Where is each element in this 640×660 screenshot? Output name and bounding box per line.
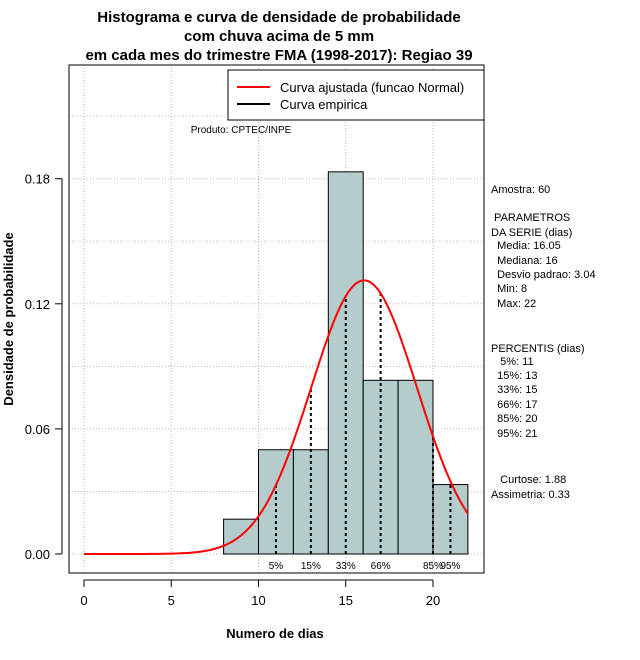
- x-tick-label: 0: [80, 593, 87, 608]
- histogram-bar: [258, 449, 294, 555]
- chart-title: Histograma e curva de densidade de proba…: [85, 9, 472, 64]
- stat-line: Media: 16.05: [491, 240, 561, 252]
- histogram-bar: [432, 484, 469, 555]
- stat-line: PERCENTIS (dias): [491, 343, 585, 355]
- x-axis: 0 5 10 15 20: [80, 579, 440, 608]
- legend-label: Curva ajustada (funcao Normal): [280, 80, 464, 95]
- histogram-bar: [327, 171, 364, 555]
- histogram-bars: [223, 171, 469, 555]
- x-tick-label: 5: [168, 593, 175, 608]
- percentile-lines: 5% 15% 33% 66% 85%95%: [269, 293, 461, 572]
- percentile-label: 33%: [336, 561, 356, 572]
- normal-curve: [84, 279, 469, 555]
- stat-line: 66%: 17: [491, 399, 537, 411]
- y-axis: 0.00 0.06 0.12 0.18: [25, 172, 63, 562]
- stat-line: DA SERIE (dias): [491, 227, 572, 239]
- plot-border: [68, 64, 485, 574]
- percentile-label: 15%: [301, 561, 321, 572]
- stat-line: Amostra: 60: [491, 184, 550, 196]
- stat-line: Curtose: 1.88: [491, 474, 566, 486]
- stat-line: Assimetria: 0.33: [491, 489, 570, 501]
- y-tick-label: 0.12: [25, 297, 50, 312]
- histogram-bar: [397, 379, 434, 555]
- title-line: com chuva acima de 5 mm: [184, 28, 374, 45]
- product-label: Produto: CPTEC/INPE: [191, 125, 292, 136]
- x-axis-title: Numero de dias: [226, 626, 324, 641]
- stat-line: 95%: 21: [491, 428, 537, 440]
- statistics-panel: Amostra: 60 PARAMETROS DA SERIE (dias) Me…: [491, 184, 596, 501]
- stat-line: PARAMETROS: [491, 212, 570, 224]
- x-tick-label: 15: [339, 593, 353, 608]
- title-line: em cada mes do trimestre FMA (1998-2017)…: [85, 47, 472, 64]
- legend-box: [227, 69, 485, 121]
- stat-line: 5%: 11: [491, 356, 534, 368]
- title-line: Histograma e curva de densidade de proba…: [97, 9, 460, 26]
- x-tick-label: 20: [426, 593, 440, 608]
- legend: Curva ajustada (funcao Normal) Curva empi…: [227, 69, 485, 121]
- percentile-label: 66%: [371, 561, 391, 572]
- stat-line: Desvio padrao: 3.04: [491, 269, 596, 281]
- histogram-bar: [292, 449, 329, 555]
- y-tick-label: 0.00: [25, 547, 50, 562]
- y-tick-label: 0.06: [25, 422, 50, 437]
- stat-line: Min: 8: [491, 283, 527, 295]
- y-tick-label: 0.18: [25, 172, 50, 187]
- legend-label: Curva empirica: [280, 97, 368, 112]
- percentile-label: 95%: [440, 561, 460, 572]
- stat-line: 15%: 13: [491, 370, 537, 382]
- stat-line: Max: 22: [491, 298, 536, 310]
- stat-line: 33%: 15: [491, 384, 537, 396]
- stat-line: Mediana: 16: [491, 255, 558, 267]
- y-axis-title: Densidade de probabilidade: [1, 232, 16, 405]
- x-tick-label: 10: [251, 593, 265, 608]
- percentile-label: 85%: [423, 561, 443, 572]
- stat-line: 85%: 20: [491, 413, 537, 425]
- percentile-label: 5%: [269, 561, 284, 572]
